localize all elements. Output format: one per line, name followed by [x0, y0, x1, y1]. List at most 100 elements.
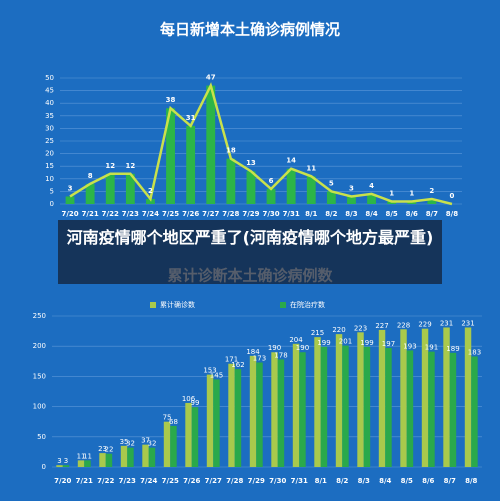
bar	[246, 171, 256, 204]
bar	[62, 465, 70, 467]
x-tick-label: 7/20	[54, 477, 71, 485]
y-tick-label: 50	[45, 74, 54, 82]
x-tick-label: 8/6	[422, 477, 434, 485]
x-tick-label: 7/24	[140, 477, 157, 485]
data-label: 183	[468, 348, 481, 356]
x-tick-label: 7/20	[61, 210, 78, 218]
bar	[421, 328, 429, 467]
x-tick-label: 7/30	[262, 210, 279, 218]
bar	[385, 348, 392, 467]
bar	[256, 362, 263, 467]
x-tick-label: 7/24	[142, 210, 159, 218]
bar	[65, 196, 75, 204]
data-label: 106	[182, 395, 196, 403]
data-label: 1	[409, 189, 414, 197]
bar	[464, 327, 472, 467]
x-tick-label: 8/8	[446, 210, 458, 218]
x-tick-label: 8/2	[325, 210, 337, 218]
data-label: 171	[225, 356, 238, 364]
x-tick-label: 7/30	[269, 477, 286, 485]
bar	[406, 350, 414, 467]
x-tick-label: 7/21	[82, 210, 99, 218]
bar	[427, 198, 437, 204]
data-label: 68	[169, 418, 178, 426]
data-label: 220	[332, 326, 345, 334]
bar	[443, 327, 450, 467]
x-tick-label: 8/7	[426, 210, 438, 218]
y-tick-label: 30	[45, 124, 54, 132]
data-label: 193	[403, 342, 416, 350]
bar	[335, 334, 343, 467]
data-label: 189	[446, 345, 459, 353]
data-label: 190	[268, 344, 281, 352]
x-tick-label: 8/8	[465, 477, 477, 485]
data-label: 153	[203, 367, 216, 375]
bar	[125, 173, 135, 204]
x-tick-label: 7/22	[97, 477, 114, 485]
data-label: 0	[450, 192, 455, 200]
y-tick-label: 10	[45, 175, 54, 183]
x-tick-label: 7/29	[248, 477, 265, 485]
data-label: 12	[105, 162, 115, 170]
chart-title: 每日新增本土确诊病例情况	[160, 21, 340, 39]
data-label: 3	[57, 457, 61, 465]
data-label: 8	[88, 172, 93, 180]
x-tick-label: 7/28	[222, 210, 239, 218]
data-label: 204	[289, 336, 303, 344]
y-tick-label: 5	[50, 187, 54, 195]
y-tick-label: 35	[45, 112, 54, 120]
bar	[277, 359, 285, 467]
bar	[142, 444, 149, 467]
bar	[407, 201, 417, 204]
bar	[266, 188, 276, 204]
data-label: 162	[231, 361, 244, 369]
y-tick-label: 40	[45, 99, 54, 107]
bar	[105, 173, 115, 204]
x-tick-label: 8/4	[365, 210, 377, 218]
data-label: 4	[369, 182, 374, 190]
legend-swatch	[280, 302, 286, 308]
data-label: 145	[210, 371, 223, 379]
bar	[367, 193, 376, 204]
data-label: 229	[418, 321, 431, 329]
y-tick-label: 100	[33, 403, 46, 411]
data-label: 197	[382, 340, 395, 348]
bar	[84, 460, 91, 467]
bar	[77, 460, 85, 467]
x-tick-label: 7/27	[205, 477, 222, 485]
bar	[400, 329, 407, 467]
data-label: 11	[77, 452, 86, 460]
y-tick-label: 45	[45, 87, 54, 95]
x-tick-label: 8/5	[385, 210, 397, 218]
x-tick-label: 7/31	[283, 210, 300, 218]
bar	[271, 352, 278, 467]
data-label: 223	[354, 324, 367, 332]
bar	[286, 168, 296, 204]
data-label: 231	[440, 319, 453, 327]
data-label: 31	[186, 114, 196, 122]
data-label: 35	[120, 438, 129, 446]
data-label: 12	[125, 162, 135, 170]
bar	[292, 343, 300, 467]
data-label: 199	[360, 339, 373, 347]
bar	[166, 108, 175, 204]
x-tick-label: 7/31	[291, 477, 308, 485]
overlay-title: 河南疫情哪个地区严重了(河南疫情哪个地方最严重)	[58, 220, 442, 284]
bar	[99, 453, 106, 467]
bar	[342, 345, 349, 467]
x-tick-label: 7/26	[183, 477, 200, 485]
bar	[56, 465, 63, 467]
data-label: 47	[206, 74, 216, 82]
x-tick-label: 7/29	[242, 210, 259, 218]
bar	[471, 356, 478, 467]
data-label: 199	[317, 339, 330, 347]
bar	[428, 351, 435, 467]
bar	[186, 125, 196, 204]
bar	[85, 183, 95, 204]
y-tick-label: 250	[33, 312, 46, 320]
data-label: 37	[141, 437, 150, 445]
data-label: 14	[286, 157, 296, 165]
data-label: 32	[148, 440, 157, 448]
bar	[170, 425, 177, 467]
